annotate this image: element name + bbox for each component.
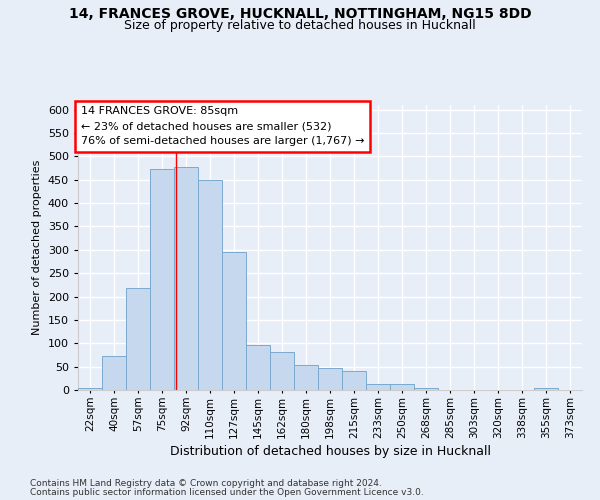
Bar xyxy=(534,388,558,390)
Bar xyxy=(126,288,150,390)
Bar xyxy=(294,365,318,390)
Bar xyxy=(342,371,366,390)
Bar xyxy=(150,169,174,390)
X-axis label: Distribution of detached houses by size in Hucknall: Distribution of detached houses by size … xyxy=(170,444,491,458)
Bar xyxy=(246,345,270,390)
Bar xyxy=(198,180,222,390)
Bar xyxy=(78,388,102,390)
Bar xyxy=(390,384,414,390)
Text: Contains public sector information licensed under the Open Government Licence v3: Contains public sector information licen… xyxy=(30,488,424,497)
Bar xyxy=(102,356,126,390)
Text: 14 FRANCES GROVE: 85sqm
← 23% of detached houses are smaller (532)
76% of semi-d: 14 FRANCES GROVE: 85sqm ← 23% of detache… xyxy=(80,106,364,146)
Bar xyxy=(366,384,390,390)
Bar xyxy=(174,166,198,390)
Y-axis label: Number of detached properties: Number of detached properties xyxy=(32,160,42,335)
Bar xyxy=(270,352,294,390)
Text: 14, FRANCES GROVE, HUCKNALL, NOTTINGHAM, NG15 8DD: 14, FRANCES GROVE, HUCKNALL, NOTTINGHAM,… xyxy=(68,6,532,20)
Bar xyxy=(318,368,342,390)
Text: Contains HM Land Registry data © Crown copyright and database right 2024.: Contains HM Land Registry data © Crown c… xyxy=(30,479,382,488)
Bar xyxy=(414,388,438,390)
Text: Size of property relative to detached houses in Hucknall: Size of property relative to detached ho… xyxy=(124,19,476,32)
Bar xyxy=(222,252,246,390)
